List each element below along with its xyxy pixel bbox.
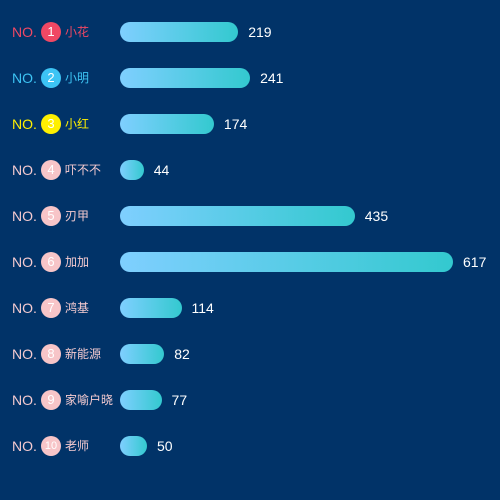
bar-row: NO. 4 吓不不 44	[8, 158, 500, 182]
bar	[120, 160, 144, 180]
bar	[120, 114, 214, 134]
bar-row: NO. 1 小花 219	[8, 20, 500, 44]
category-label: 家喻户晓	[65, 393, 114, 407]
rank-prefix: NO.	[12, 70, 37, 86]
bar	[120, 22, 239, 42]
category-label: 小红	[65, 117, 90, 131]
rank-badge: 3	[41, 114, 61, 134]
bar-row: NO. 2 小明 241	[8, 66, 500, 90]
value-label: 617	[463, 254, 487, 270]
value-label: 82	[174, 346, 190, 362]
value-label: 77	[171, 392, 188, 408]
bar-row: NO. 9 家喻户晓 77	[8, 388, 500, 412]
rank-badge: 2	[41, 68, 61, 88]
bar-row: NO. 7 鸿基 114	[8, 296, 500, 320]
category-label: 小明	[65, 71, 90, 85]
category-label: 小花	[65, 25, 90, 39]
bar	[120, 436, 147, 456]
rank-prefix: NO.	[12, 24, 37, 40]
category-label: 鸿基	[65, 301, 90, 315]
rank-prefix: NO.	[12, 438, 37, 454]
ranking-bar-chart: NO. 1 小花 219 NO. 2 小明 241 NO. 3 小红 174 NO. 4 吓不不 44 NO. 5…	[8, 0, 500, 500]
bar-row: NO. 5 刃甲 435	[8, 204, 500, 228]
bar-row: NO. 3 小红 174	[8, 112, 500, 136]
rank-prefix: NO.	[12, 116, 37, 132]
value-label: 44	[153, 162, 170, 178]
rank-badge: 5	[41, 206, 61, 226]
rank-badge: 10	[41, 436, 61, 456]
rank-prefix: NO.	[12, 254, 37, 270]
rank-prefix: NO.	[12, 392, 37, 408]
value-label: 114	[191, 300, 214, 316]
bar-row: NO. 8 新能源 82	[8, 342, 500, 366]
rank-prefix: NO.	[12, 208, 37, 224]
rank-prefix: NO.	[12, 162, 37, 178]
rank-badge: 6	[41, 252, 61, 272]
category-label: 加加	[65, 255, 90, 269]
value-label: 50	[156, 438, 173, 454]
bar-row: NO. 6 加加 617	[8, 250, 500, 274]
value-label: 219	[248, 24, 272, 40]
rank-badge: 8	[41, 344, 61, 364]
category-label: 新能源	[65, 347, 102, 361]
bar	[120, 298, 182, 318]
rank-badge: 1	[41, 22, 61, 42]
value-label: 435	[364, 208, 389, 224]
value-label: 241	[260, 70, 284, 86]
category-label: 老师	[65, 439, 90, 453]
rank-badge: 9	[41, 390, 61, 410]
bar	[120, 390, 162, 410]
rank-prefix: NO.	[12, 346, 37, 362]
rank-prefix: NO.	[12, 300, 37, 316]
value-label: 174	[223, 116, 248, 132]
bar-row: NO. 10 老师 50	[8, 434, 500, 458]
category-label: 吓不不	[65, 163, 102, 177]
rank-badge: 7	[41, 298, 61, 318]
bar	[120, 206, 355, 226]
bar	[120, 252, 453, 272]
rank-badge: 4	[41, 160, 61, 180]
category-label: 刃甲	[65, 209, 90, 223]
bar	[120, 68, 251, 88]
bar	[120, 344, 165, 364]
